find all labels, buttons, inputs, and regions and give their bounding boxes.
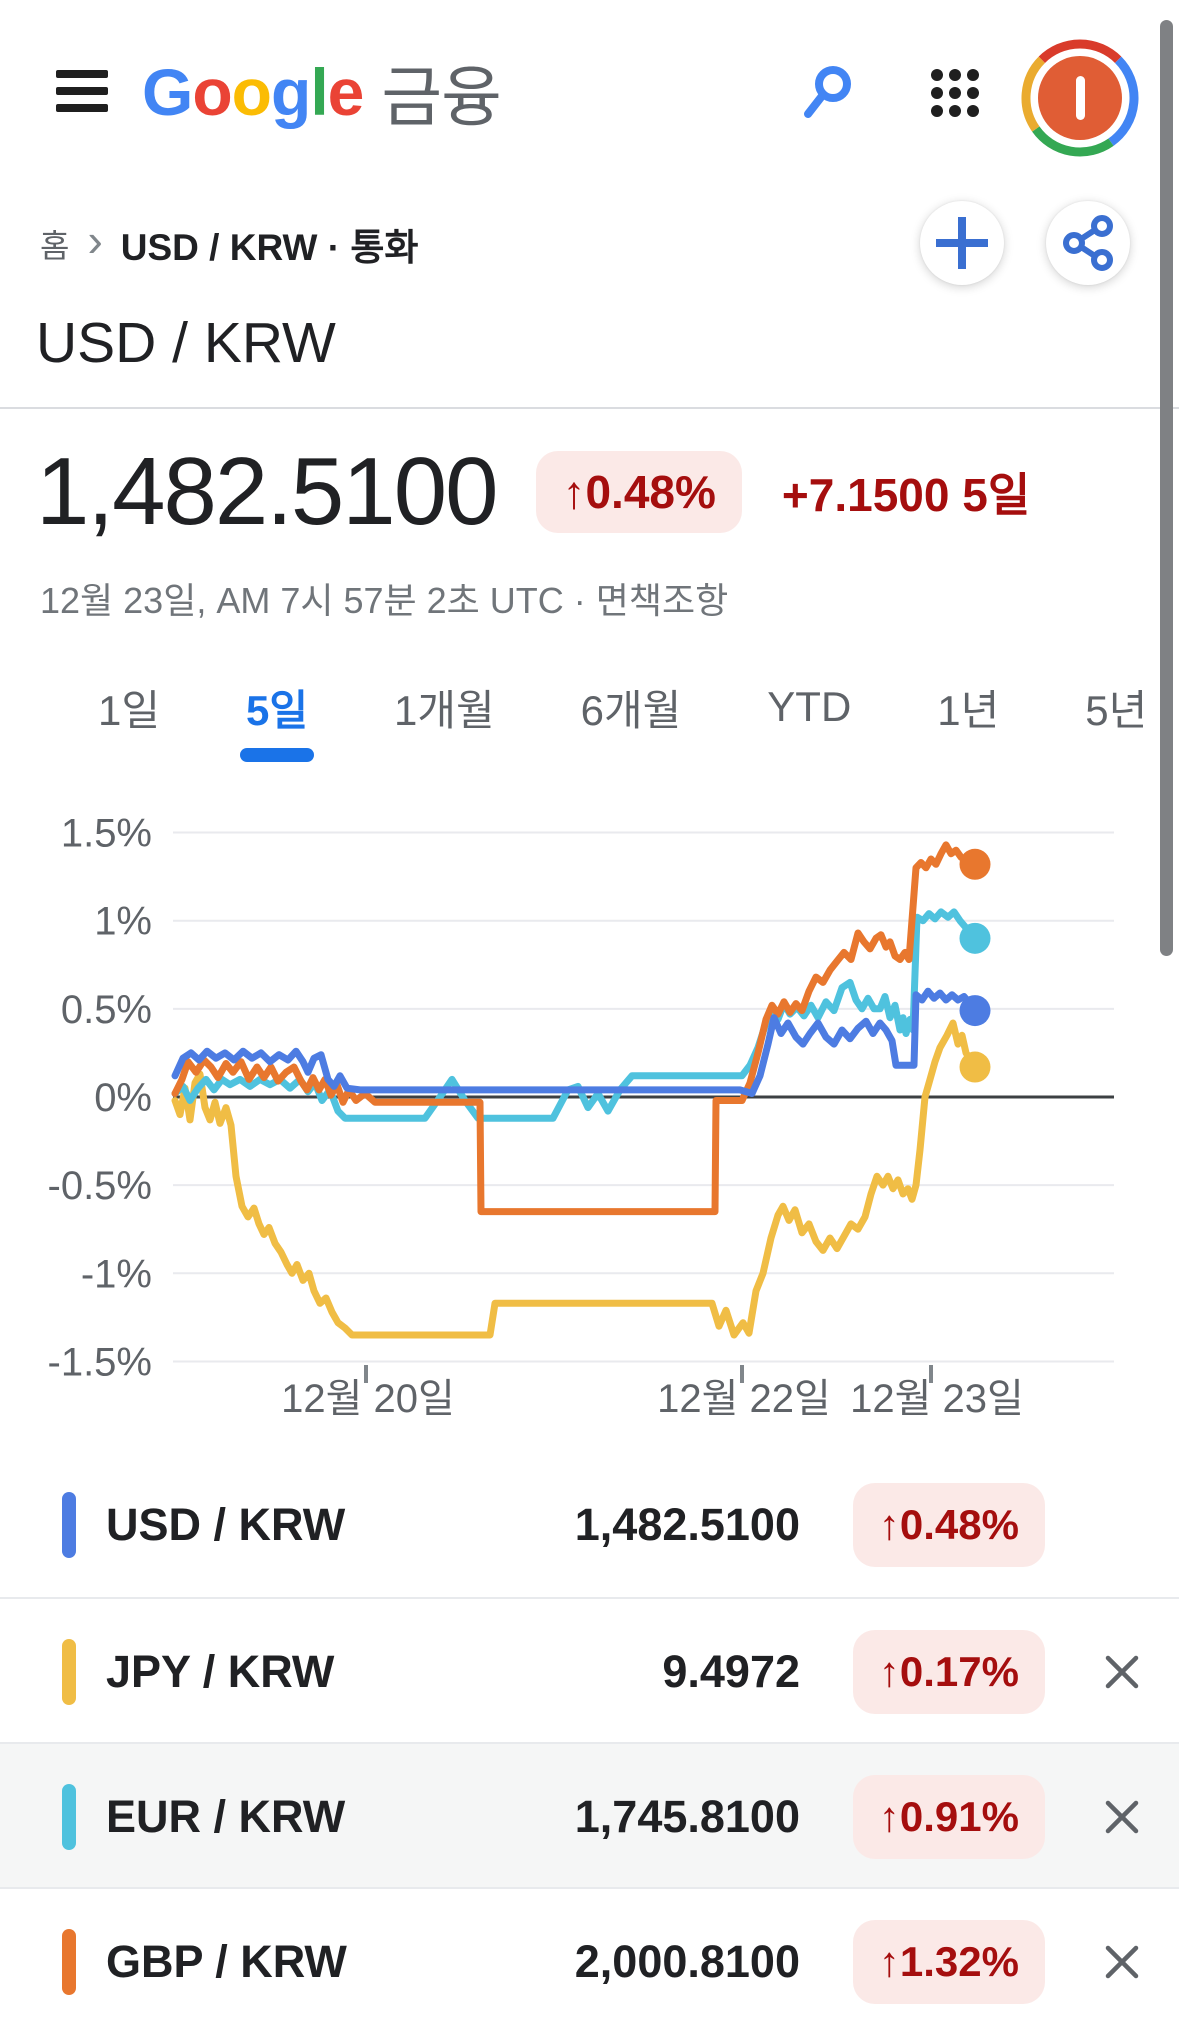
pair-label: JPY / KRW: [106, 1645, 335, 1697]
y-axis-label: 0%: [94, 1076, 152, 1120]
breadcrumb-current: USD / KRW · 통화: [120, 227, 419, 268]
comparison-list: USD / KRW 1,482.5100 ↑0.48% JPY / KRW 9.…: [0, 1452, 1179, 2032]
account-avatar[interactable]: [1018, 36, 1142, 160]
change-badge: ↑0.91%: [852, 1775, 1045, 1859]
share-icon: [1063, 215, 1113, 271]
y-axis-label: -1%: [81, 1252, 152, 1296]
series-color-marker: [62, 1492, 76, 1558]
list-item-usd-krw[interactable]: USD / KRW 1,482.5100 ↑0.48%: [0, 1452, 1179, 1597]
tab-ytd[interactable]: YTD: [767, 683, 852, 730]
series-end-dot-JPY/KRW: [959, 1051, 991, 1083]
pair-value: 2,000.8100: [574, 1935, 800, 1987]
avatar-letter: [1076, 76, 1085, 120]
change-badge: ↑0.17%: [852, 1630, 1045, 1714]
page-title: USD / KRW: [36, 311, 336, 375]
breadcrumb-home-link[interactable]: 홈: [40, 228, 70, 264]
logo-letter: g: [271, 55, 311, 129]
series-end-dot-USD/KRW: [959, 995, 991, 1027]
logo-letter: G: [142, 55, 193, 129]
pair-value: 1,745.8100: [574, 1790, 800, 1842]
google-finance-logo[interactable]: Google 금융: [142, 42, 502, 142]
list-item-eur-krw[interactable]: EUR / KRW 1,745.8100 ↑0.91%: [0, 1742, 1179, 1887]
quote-timestamp: 12월 23일, AM 7시 57분 2초 UTC · 면책조항: [40, 580, 729, 621]
tab-1y[interactable]: 1년: [937, 686, 1000, 734]
menu-icon[interactable]: [56, 70, 108, 112]
change-badge: ↑1.32%: [852, 1920, 1045, 2004]
tab-6m[interactable]: 6개월: [580, 686, 682, 734]
change-percent-badge: ↑0.48%: [536, 451, 742, 533]
search-icon[interactable]: [800, 62, 858, 122]
logo-letter: o: [192, 55, 232, 129]
five-day-comparison-chart[interactable]: 1.5% 1% 0.5% 0% -0.5% -1% -1.5% 12월 20일 12월 22일 1…: [0, 780, 1179, 1440]
quote-row: 1,482.5100 ↑0.48% +7.1500 5일: [36, 436, 1030, 548]
series-end-dot-EUR/KRW: [959, 922, 991, 954]
remove-comparison-icon[interactable]: [1099, 1649, 1145, 1695]
pair-label: EUR / KRW: [106, 1790, 346, 1842]
pair-label: GBP / KRW: [106, 1935, 347, 1987]
series-end-dot-GBP/KRW: [959, 848, 991, 880]
google-logo-text: Google: [142, 54, 365, 130]
series-color-marker: [62, 1639, 76, 1705]
x-axis-label: 12월 20일: [281, 1377, 455, 1421]
series-line-GBP/KRW: [171, 841, 979, 1216]
series-color-marker: [62, 1784, 76, 1850]
chevron-right-icon: ›: [87, 214, 103, 266]
remove-comparison-icon[interactable]: [1099, 1794, 1145, 1840]
series-line-JPY/KRW: [171, 1019, 979, 1339]
pair-value: 1,482.5100: [574, 1498, 800, 1550]
series-color-marker: [62, 1929, 76, 1995]
logo-letter: l: [310, 55, 328, 129]
list-item-gbp-krw[interactable]: GBP / KRW 2,000.8100 ↑1.32%: [0, 1887, 1179, 2032]
range-tabs: 1일 5일 1개월 6개월 YTD 1년 5년: [0, 664, 1179, 762]
plus-icon: [936, 217, 988, 269]
tab-1d[interactable]: 1일: [98, 686, 160, 734]
section-divider: [0, 407, 1179, 409]
logo-letter: o: [231, 55, 272, 129]
y-axis-label: 0.5%: [61, 988, 152, 1032]
app-bar: Google 금융: [0, 0, 1179, 170]
page-scrollbar[interactable]: [1160, 20, 1173, 956]
change-badge: ↑0.48%: [852, 1483, 1045, 1567]
list-item-jpy-krw[interactable]: JPY / KRW 9.4972 ↑0.17%: [0, 1597, 1179, 1742]
pair-value: 9.4972: [662, 1645, 800, 1697]
add-to-watchlist-button[interactable]: [920, 201, 1004, 285]
series-line-USD/KRW: [171, 987, 979, 1097]
logo-letter: e: [327, 55, 365, 129]
pair-label: USD / KRW: [106, 1498, 346, 1550]
y-axis-label: -0.5%: [48, 1164, 153, 1208]
tab-1m[interactable]: 1개월: [394, 686, 495, 734]
current-price: 1,482.5100: [36, 438, 498, 545]
y-axis-label: 1%: [94, 900, 152, 944]
x-axis-label: 12월 23일: [850, 1377, 1024, 1421]
change-absolute: +7.1500 5일: [781, 469, 1031, 521]
logo-suffix-label: 금융: [381, 60, 501, 134]
remove-comparison-icon[interactable]: [1099, 1939, 1145, 1985]
share-button[interactable]: [1046, 201, 1130, 285]
tab-5d[interactable]: 5일: [240, 669, 314, 762]
y-axis-label: -1.5%: [48, 1340, 153, 1384]
breadcrumb: 홈 › USD / KRW · 통화: [40, 214, 419, 268]
y-axis-label: 1.5%: [61, 812, 152, 856]
x-axis-label: 12월 22일: [657, 1377, 831, 1421]
tab-5y[interactable]: 5년: [1085, 686, 1148, 734]
apps-grid-icon[interactable]: [926, 64, 984, 122]
